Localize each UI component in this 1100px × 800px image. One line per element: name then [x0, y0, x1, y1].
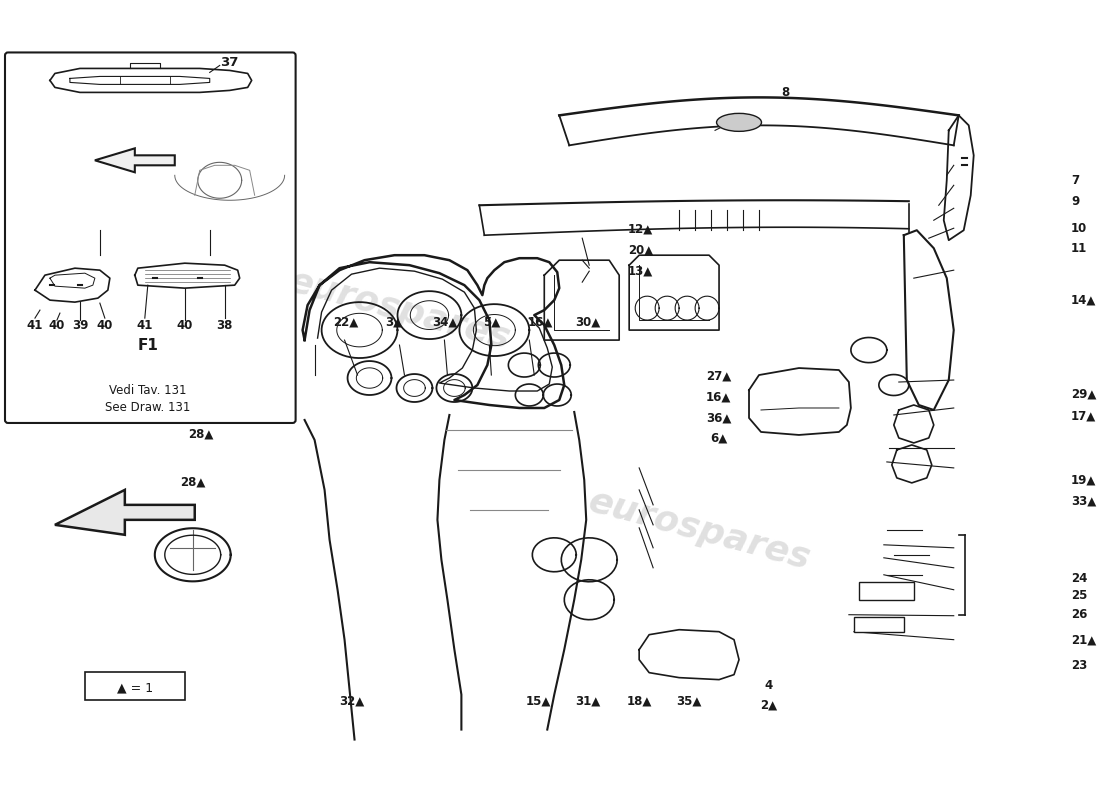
- Text: See Draw. 131: See Draw. 131: [106, 402, 190, 414]
- Text: Vedi Tav. 131: Vedi Tav. 131: [109, 383, 187, 397]
- Text: 19▲: 19▲: [1071, 474, 1097, 486]
- Text: ▲ = 1: ▲ = 1: [117, 681, 153, 694]
- Text: 31▲: 31▲: [575, 694, 601, 708]
- Text: 26: 26: [1071, 608, 1088, 621]
- Text: F1: F1: [138, 338, 158, 353]
- Text: 27▲: 27▲: [706, 370, 732, 382]
- Text: 2▲: 2▲: [760, 698, 778, 712]
- Text: 32▲: 32▲: [339, 694, 364, 708]
- Text: 38: 38: [217, 318, 233, 331]
- Text: 34▲: 34▲: [432, 315, 458, 328]
- Text: 10: 10: [1071, 222, 1087, 234]
- Text: 22▲: 22▲: [333, 315, 359, 328]
- Text: 12▲: 12▲: [628, 222, 653, 235]
- Text: 9: 9: [1071, 195, 1079, 208]
- Polygon shape: [95, 148, 175, 172]
- Text: 41: 41: [136, 318, 153, 331]
- Text: 40: 40: [177, 318, 192, 331]
- Text: 13▲: 13▲: [628, 265, 653, 278]
- Polygon shape: [55, 490, 195, 535]
- Text: 28▲: 28▲: [180, 475, 206, 488]
- Text: 20▲: 20▲: [628, 243, 653, 256]
- Text: 40: 40: [97, 318, 113, 331]
- Bar: [859, 582, 914, 600]
- Text: 4: 4: [764, 678, 773, 692]
- Text: 3▲: 3▲: [385, 315, 402, 328]
- Text: 29▲: 29▲: [1071, 387, 1097, 400]
- Text: eurospares: eurospares: [285, 264, 515, 356]
- Text: 35▲: 35▲: [676, 694, 702, 708]
- Text: 6▲: 6▲: [710, 432, 727, 445]
- Text: 18▲: 18▲: [627, 694, 652, 708]
- Text: 30▲: 30▲: [575, 315, 601, 328]
- Text: 25: 25: [1071, 590, 1088, 602]
- FancyBboxPatch shape: [6, 53, 296, 423]
- Text: 15▲: 15▲: [526, 694, 551, 708]
- Text: 7: 7: [1071, 174, 1079, 186]
- Text: 21▲: 21▲: [1071, 633, 1097, 646]
- Text: 40: 40: [48, 318, 65, 331]
- Bar: [85, 672, 185, 700]
- Text: 17▲: 17▲: [1071, 410, 1097, 422]
- Text: 24: 24: [1071, 572, 1088, 585]
- Bar: [854, 617, 904, 632]
- Text: 36▲: 36▲: [706, 411, 732, 424]
- Ellipse shape: [716, 114, 761, 131]
- Text: 33▲: 33▲: [1071, 495, 1097, 508]
- Text: 5▲: 5▲: [484, 315, 500, 328]
- Text: eurospares: eurospares: [584, 484, 814, 576]
- Text: 14▲: 14▲: [1071, 294, 1097, 306]
- Text: 16▲: 16▲: [706, 390, 732, 403]
- Text: 37: 37: [220, 56, 239, 69]
- Text: 28▲: 28▲: [188, 427, 213, 440]
- Text: 8: 8: [781, 86, 790, 99]
- Text: 41: 41: [26, 318, 43, 331]
- Text: 39: 39: [72, 318, 88, 331]
- Text: 23: 23: [1071, 658, 1087, 672]
- Text: 11: 11: [1071, 242, 1087, 254]
- Text: 16▲: 16▲: [528, 315, 553, 328]
